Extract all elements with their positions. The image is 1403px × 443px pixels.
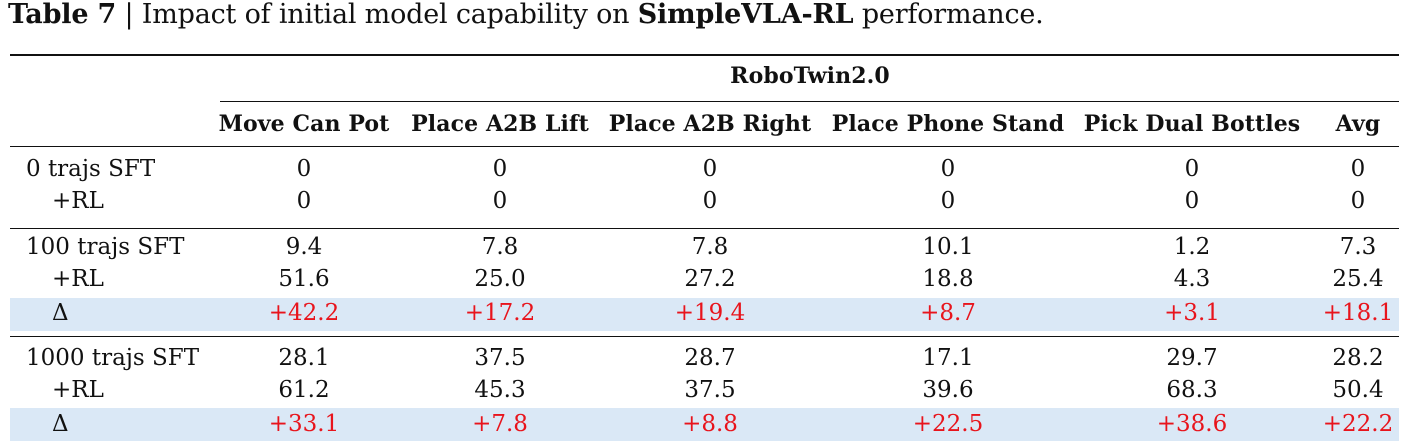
delta-cell: +22.5 xyxy=(912,411,984,437)
header-bottom-rule xyxy=(10,146,1399,147)
table-cell: 0 xyxy=(702,156,718,182)
table-cell: 0 xyxy=(1184,156,1200,182)
row-label: +RL xyxy=(52,266,104,292)
group-separator-rule xyxy=(10,228,1399,229)
table-cell: 68.3 xyxy=(1166,377,1218,403)
table-cell: 10.1 xyxy=(922,234,974,260)
table-cell: 0 xyxy=(296,156,312,182)
table-cell: 0 xyxy=(492,156,508,182)
table-cell: 27.2 xyxy=(684,266,736,292)
delta-row-highlight xyxy=(10,408,1399,441)
delta-cell: +38.6 xyxy=(1156,411,1228,437)
delta-cell: +3.1 xyxy=(1164,300,1220,326)
table-cell: 50.4 xyxy=(1332,377,1384,403)
row-label: 100 trajs SFT xyxy=(26,234,185,260)
table-cell: 0 xyxy=(1184,188,1200,214)
table-cell: 0 xyxy=(296,188,312,214)
table-cell: 7.8 xyxy=(691,234,729,260)
delta-cell: +19.4 xyxy=(674,300,746,326)
table-cell: 29.7 xyxy=(1166,345,1218,371)
table-cell: 0 xyxy=(1350,156,1366,182)
table-cell: 0 xyxy=(492,188,508,214)
table-cell: 25.4 xyxy=(1332,266,1384,292)
caption-text-after: performance. xyxy=(853,0,1044,30)
table-cell: 0 xyxy=(940,188,956,214)
delta-cell: +17.2 xyxy=(464,300,536,326)
row-label-delta: Δ xyxy=(52,300,69,326)
row-label: 1000 trajs SFT xyxy=(26,345,200,371)
table-cell: 0 xyxy=(702,188,718,214)
table-cell: 0 xyxy=(940,156,956,182)
column-header: Move Can Pot xyxy=(218,111,390,137)
row-label: +RL xyxy=(52,188,104,214)
table-cell: 4.3 xyxy=(1173,266,1211,292)
table-cell: 7.8 xyxy=(481,234,519,260)
row-label: 0 trajs SFT xyxy=(26,156,156,182)
delta-cell: +33.1 xyxy=(268,411,340,437)
delta-row-highlight xyxy=(10,298,1399,331)
column-header: Place Phone Stand xyxy=(831,111,1065,137)
caption-label: Table 7 xyxy=(8,0,117,30)
table-cell: 28.1 xyxy=(278,345,330,371)
row-label: +RL xyxy=(52,377,104,403)
table-cell: 28.2 xyxy=(1332,345,1384,371)
table-cell: 45.3 xyxy=(474,377,526,403)
table-cell: 39.6 xyxy=(922,377,974,403)
caption-method-name: SimpleVLA-RL xyxy=(637,0,854,30)
table-cell: 7.3 xyxy=(1339,234,1377,260)
row-label-delta: Δ xyxy=(52,411,69,437)
group-header-robotwin: RoboTwin2.0 xyxy=(730,63,890,89)
table-cell: 61.2 xyxy=(278,377,330,403)
table-cell: 17.1 xyxy=(922,345,974,371)
table-caption: Table 7 | Impact of initial model capabi… xyxy=(8,0,1044,30)
table-top-rule xyxy=(10,54,1399,56)
table-cell: 18.8 xyxy=(922,266,974,292)
table-cell: 1.2 xyxy=(1173,234,1211,260)
caption-separator: | xyxy=(116,0,142,30)
column-header: Avg xyxy=(1335,111,1381,137)
table-cell: 28.7 xyxy=(684,345,736,371)
caption-text-before: Impact of initial model capability on xyxy=(141,0,638,30)
column-header: Place A2B Right xyxy=(608,111,812,137)
column-header: Pick Dual Bottles xyxy=(1083,111,1301,137)
group-separator-rule xyxy=(10,336,1399,337)
delta-cell: +8.8 xyxy=(682,411,738,437)
table-cell: 25.0 xyxy=(474,266,526,292)
table-cell: 37.5 xyxy=(474,345,526,371)
table-cell: 0 xyxy=(1350,188,1366,214)
table-cell: 51.6 xyxy=(278,266,330,292)
delta-cell: +7.8 xyxy=(472,411,528,437)
table-cell: 37.5 xyxy=(684,377,736,403)
delta-cell: +22.2 xyxy=(1322,411,1394,437)
delta-cell: +42.2 xyxy=(268,300,340,326)
table-cell: 9.4 xyxy=(285,234,323,260)
delta-cell: +18.1 xyxy=(1322,300,1394,326)
column-header: Place A2B Lift xyxy=(411,111,589,137)
delta-cell: +8.7 xyxy=(920,300,976,326)
group-header-underline xyxy=(220,101,1399,102)
